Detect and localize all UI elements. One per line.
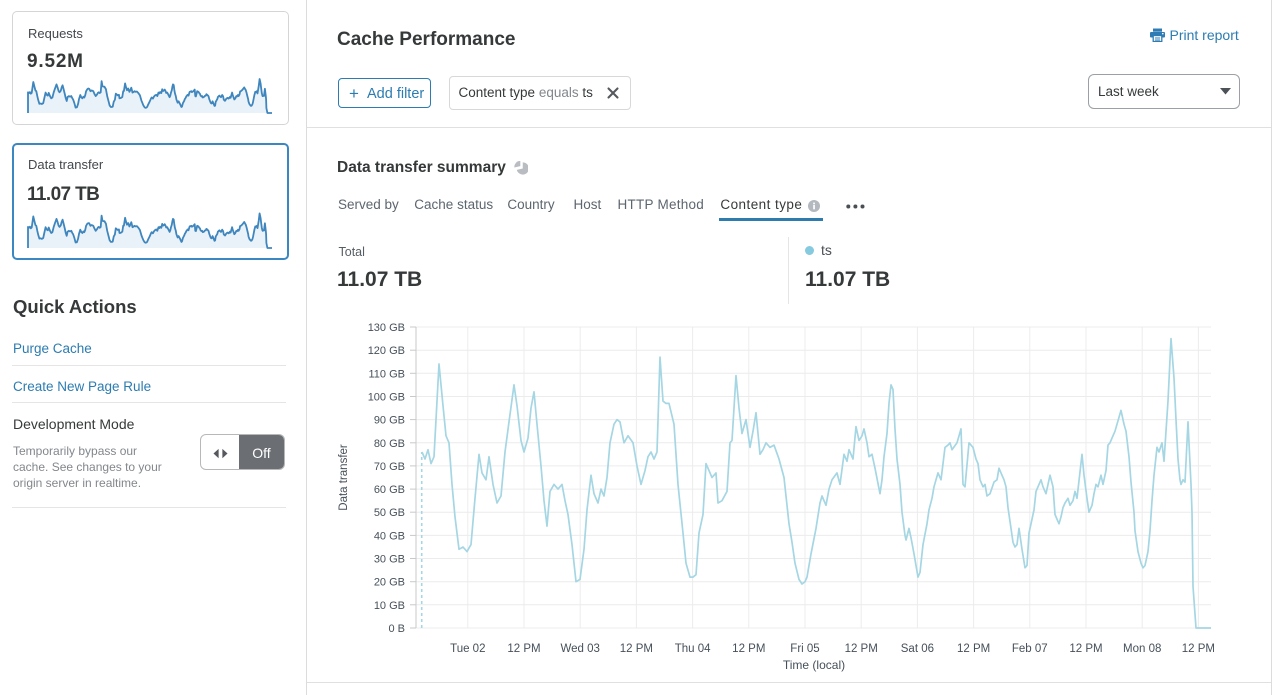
svg-text:Feb 07: Feb 07: [1012, 643, 1048, 655]
svg-text:Time (local): Time (local): [783, 658, 845, 672]
svg-text:12 PM: 12 PM: [620, 643, 653, 655]
svg-text:80 GB: 80 GB: [374, 438, 405, 450]
svg-text:Data transfer: Data transfer: [338, 444, 350, 511]
svg-text:90 GB: 90 GB: [374, 415, 405, 427]
svg-text:100 GB: 100 GB: [368, 392, 405, 404]
svg-text:40 GB: 40 GB: [374, 530, 405, 542]
svg-text:12 PM: 12 PM: [845, 643, 878, 655]
svg-text:12 PM: 12 PM: [507, 643, 540, 655]
svg-text:12 PM: 12 PM: [957, 643, 990, 655]
svg-text:10 GB: 10 GB: [374, 600, 405, 612]
svg-text:50 GB: 50 GB: [374, 507, 405, 519]
svg-text:Thu 04: Thu 04: [675, 643, 711, 655]
svg-text:60 GB: 60 GB: [374, 484, 405, 496]
svg-text:30 GB: 30 GB: [374, 554, 405, 566]
svg-text:12 PM: 12 PM: [1069, 643, 1102, 655]
svg-text:Mon 08: Mon 08: [1123, 643, 1161, 655]
svg-text:Fri 05: Fri 05: [790, 643, 819, 655]
svg-text:20 GB: 20 GB: [374, 577, 405, 589]
svg-text:0 B: 0 B: [388, 623, 405, 635]
svg-text:Wed 03: Wed 03: [560, 643, 599, 655]
svg-text:110 GB: 110 GB: [369, 368, 406, 380]
svg-text:Tue 02: Tue 02: [450, 643, 485, 655]
svg-text:120 GB: 120 GB: [368, 345, 405, 357]
svg-text:130 GB: 130 GB: [368, 322, 405, 334]
svg-text:70 GB: 70 GB: [374, 461, 405, 473]
svg-text:Sat 06: Sat 06: [901, 643, 934, 655]
svg-text:12 PM: 12 PM: [732, 643, 765, 655]
svg-text:12 PM: 12 PM: [1182, 643, 1215, 655]
